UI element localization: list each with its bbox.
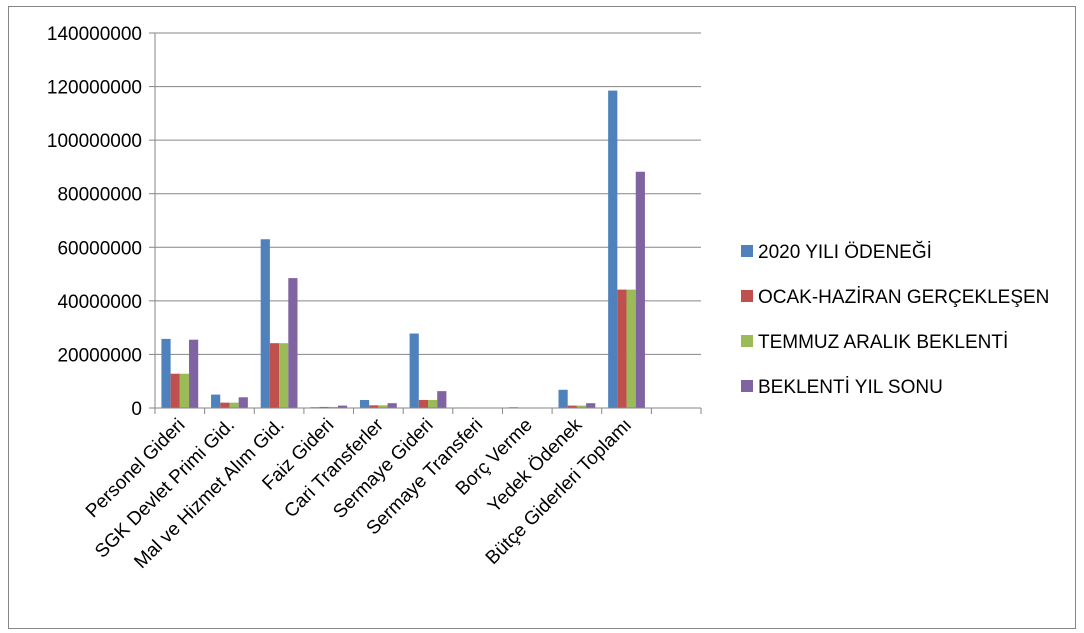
legend-swatch bbox=[741, 335, 753, 347]
bar bbox=[337, 405, 348, 408]
bar bbox=[179, 373, 190, 408]
bar bbox=[328, 406, 338, 408]
y-tick-label: 40000000 bbox=[57, 292, 142, 313]
bars bbox=[161, 90, 645, 408]
bar bbox=[378, 405, 388, 408]
bar bbox=[586, 403, 596, 408]
bar bbox=[437, 391, 447, 408]
bar bbox=[288, 278, 298, 408]
legend: 2020 YILI ÖDENEĞİ OCAK-HAZİRAN GERÇEKLEŞE… bbox=[741, 241, 1049, 398]
y-tick-label: 20000000 bbox=[57, 345, 142, 366]
y-tick-label: 140000000 bbox=[47, 24, 142, 45]
bar bbox=[387, 403, 397, 408]
legend-swatch bbox=[741, 380, 753, 392]
legend-label: 2020 YILI ÖDENEĞİ bbox=[758, 241, 932, 263]
y-tick-label: 120000000 bbox=[47, 78, 142, 99]
bar bbox=[170, 373, 180, 408]
legend-swatch bbox=[741, 245, 753, 257]
bar bbox=[369, 405, 379, 408]
bar bbox=[260, 239, 270, 408]
bar bbox=[161, 338, 171, 408]
y-tick-label: 60000000 bbox=[57, 238, 142, 259]
legend-label: BEKLENTİ YIL SONU bbox=[758, 377, 943, 398]
bar bbox=[220, 402, 230, 408]
bar bbox=[211, 394, 221, 408]
bar bbox=[238, 397, 248, 408]
bar bbox=[608, 90, 618, 408]
legend-label: TEMMUZ ARALIK BEKLENTİ bbox=[758, 332, 1008, 353]
bar bbox=[428, 399, 438, 408]
bar bbox=[229, 402, 239, 408]
bar bbox=[319, 406, 329, 408]
chart-frame bbox=[8, 6, 1076, 629]
bar bbox=[409, 333, 419, 408]
bar bbox=[189, 339, 199, 408]
y-tick-label: 80000000 bbox=[57, 185, 142, 206]
bar bbox=[269, 343, 280, 408]
legend-swatch bbox=[741, 290, 753, 302]
bar bbox=[359, 399, 370, 408]
bar bbox=[279, 343, 289, 408]
axes bbox=[154, 33, 702, 414]
bar bbox=[418, 399, 428, 408]
bar bbox=[558, 389, 568, 408]
y-axis-tick-labels: 0 20000000 40000000 60000000 80000000 1000000… bbox=[47, 24, 142, 420]
y-tick-label: 0 bbox=[131, 399, 142, 420]
legend-label: OCAK-HAZİRAN GERÇEKLEŞEN bbox=[758, 287, 1049, 308]
bar bbox=[617, 289, 627, 408]
bar bbox=[626, 289, 636, 408]
y-tick-label: 100000000 bbox=[47, 131, 142, 152]
bar bbox=[567, 405, 577, 408]
bar bbox=[635, 171, 645, 408]
bar bbox=[576, 405, 587, 408]
